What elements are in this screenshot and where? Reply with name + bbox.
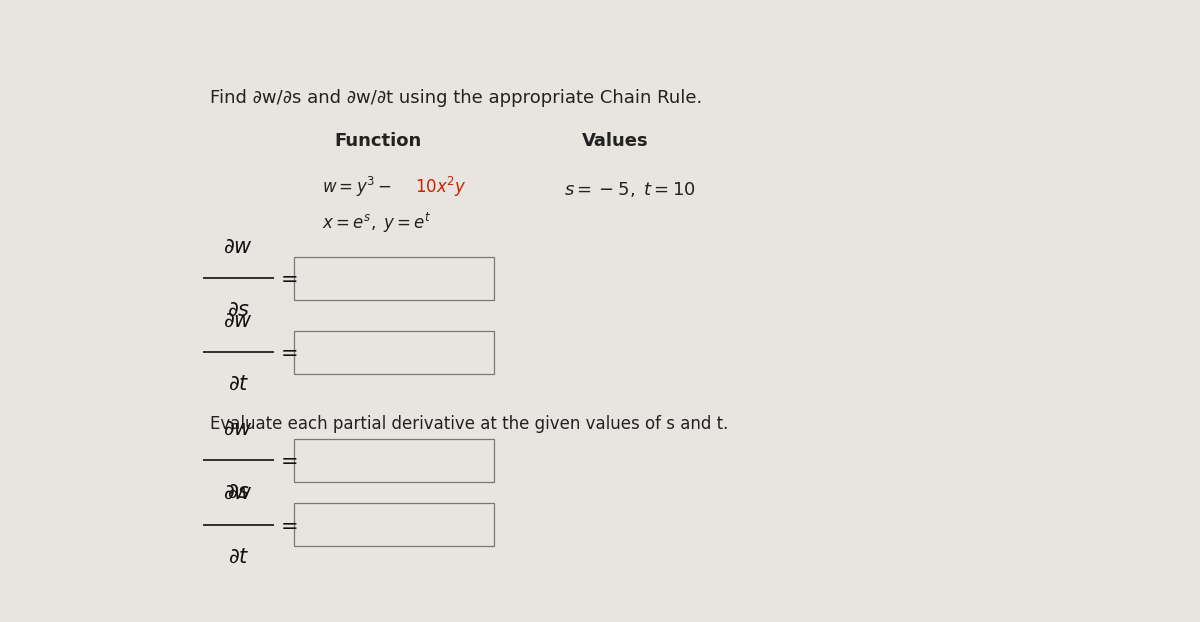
FancyBboxPatch shape bbox=[294, 439, 494, 481]
Text: $\partial w$: $\partial w$ bbox=[223, 236, 253, 257]
Text: $=$: $=$ bbox=[276, 343, 296, 363]
Text: $=$: $=$ bbox=[276, 450, 296, 470]
Text: $\partial s$: $\partial s$ bbox=[227, 300, 250, 320]
Text: Find ∂w/∂s and ∂w/∂t using the appropriate Chain Rule.: Find ∂w/∂s and ∂w/∂t using the appropria… bbox=[210, 89, 703, 107]
Text: $w = y^3 - $: $w = y^3 - $ bbox=[322, 175, 392, 199]
FancyBboxPatch shape bbox=[294, 503, 494, 546]
Text: Values: Values bbox=[582, 132, 648, 150]
Text: Function: Function bbox=[335, 132, 421, 150]
Text: $\partial w$: $\partial w$ bbox=[223, 419, 253, 439]
Text: $\partial t$: $\partial t$ bbox=[228, 546, 250, 567]
Text: $\partial s$: $\partial s$ bbox=[227, 481, 250, 502]
Text: $\partial w$: $\partial w$ bbox=[223, 483, 253, 503]
Text: $x = e^s, \; y = e^t$: $x = e^s, \; y = e^t$ bbox=[322, 211, 432, 235]
Text: $\partial w$: $\partial w$ bbox=[223, 311, 253, 331]
Text: $s = -5, \; t = 10$: $s = -5, \; t = 10$ bbox=[564, 180, 696, 199]
Text: $10x^2y$: $10x^2y$ bbox=[415, 175, 467, 199]
Text: $=$: $=$ bbox=[276, 515, 296, 535]
Text: Evaluate each partial derivative at the given values of s and t.: Evaluate each partial derivative at the … bbox=[210, 415, 728, 433]
Text: $\partial t$: $\partial t$ bbox=[228, 374, 250, 394]
Text: $=$: $=$ bbox=[276, 268, 296, 288]
FancyBboxPatch shape bbox=[294, 257, 494, 300]
FancyBboxPatch shape bbox=[294, 331, 494, 374]
